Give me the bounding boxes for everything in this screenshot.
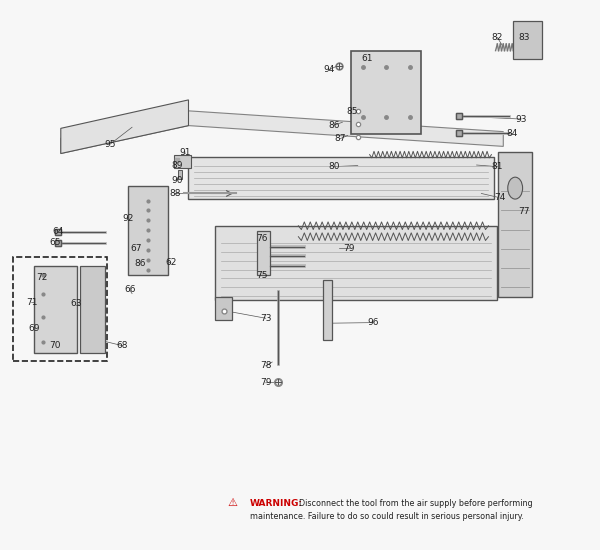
Text: 96: 96 — [367, 318, 379, 327]
Text: 85: 85 — [346, 107, 358, 116]
Text: 68: 68 — [116, 341, 128, 350]
Text: 70: 70 — [49, 341, 61, 350]
Text: 62: 62 — [165, 258, 176, 267]
Text: WARNING:: WARNING: — [250, 498, 302, 508]
Text: 91: 91 — [180, 148, 191, 157]
Text: 93: 93 — [515, 114, 527, 124]
Text: 77: 77 — [518, 207, 530, 216]
Text: 84: 84 — [506, 129, 518, 138]
Text: 82: 82 — [491, 33, 503, 42]
Text: 74: 74 — [494, 194, 506, 202]
Bar — [34, 266, 77, 353]
Bar — [173, 155, 191, 168]
Bar — [80, 266, 106, 353]
Bar — [350, 51, 421, 134]
Text: 69: 69 — [28, 323, 40, 333]
Text: Disconnect the tool from the air supply before performing: Disconnect the tool from the air supply … — [294, 498, 533, 508]
Text: 78: 78 — [260, 361, 271, 370]
Text: 80: 80 — [328, 162, 340, 171]
Bar — [257, 231, 270, 275]
Text: 61: 61 — [361, 54, 373, 63]
Bar — [178, 170, 182, 179]
Text: 90: 90 — [172, 176, 183, 185]
Text: 67: 67 — [130, 244, 142, 252]
Text: 89: 89 — [172, 161, 183, 170]
Text: 86: 86 — [328, 120, 340, 130]
Text: 86: 86 — [134, 259, 146, 268]
Bar — [13, 257, 107, 361]
Text: 83: 83 — [518, 33, 530, 42]
Text: 95: 95 — [104, 140, 116, 148]
Text: maintenance. Failure to do so could result in serious personal injury.: maintenance. Failure to do so could resu… — [250, 512, 524, 521]
Bar — [215, 226, 497, 300]
Text: 75: 75 — [256, 271, 268, 280]
Ellipse shape — [508, 177, 523, 199]
Text: 72: 72 — [36, 273, 47, 282]
Bar — [188, 157, 494, 200]
Bar — [215, 297, 232, 320]
Text: 66: 66 — [124, 285, 136, 294]
Text: ⚠: ⚠ — [227, 498, 237, 508]
Text: 92: 92 — [122, 214, 134, 223]
Polygon shape — [61, 111, 503, 153]
Text: 87: 87 — [334, 134, 346, 143]
Bar — [128, 186, 168, 275]
Text: 81: 81 — [491, 162, 503, 171]
Text: 71: 71 — [26, 298, 37, 307]
Polygon shape — [61, 100, 188, 153]
Bar — [498, 152, 532, 297]
Bar — [514, 20, 542, 59]
Text: 73: 73 — [260, 314, 271, 323]
Text: 63: 63 — [70, 299, 82, 308]
Text: 76: 76 — [256, 234, 268, 244]
Text: 64: 64 — [53, 227, 64, 236]
Text: 65: 65 — [50, 238, 61, 247]
Bar — [323, 280, 332, 339]
Text: 94: 94 — [323, 65, 335, 74]
Text: 79: 79 — [260, 378, 271, 387]
Text: 88: 88 — [170, 189, 181, 198]
Text: 79: 79 — [343, 244, 355, 252]
